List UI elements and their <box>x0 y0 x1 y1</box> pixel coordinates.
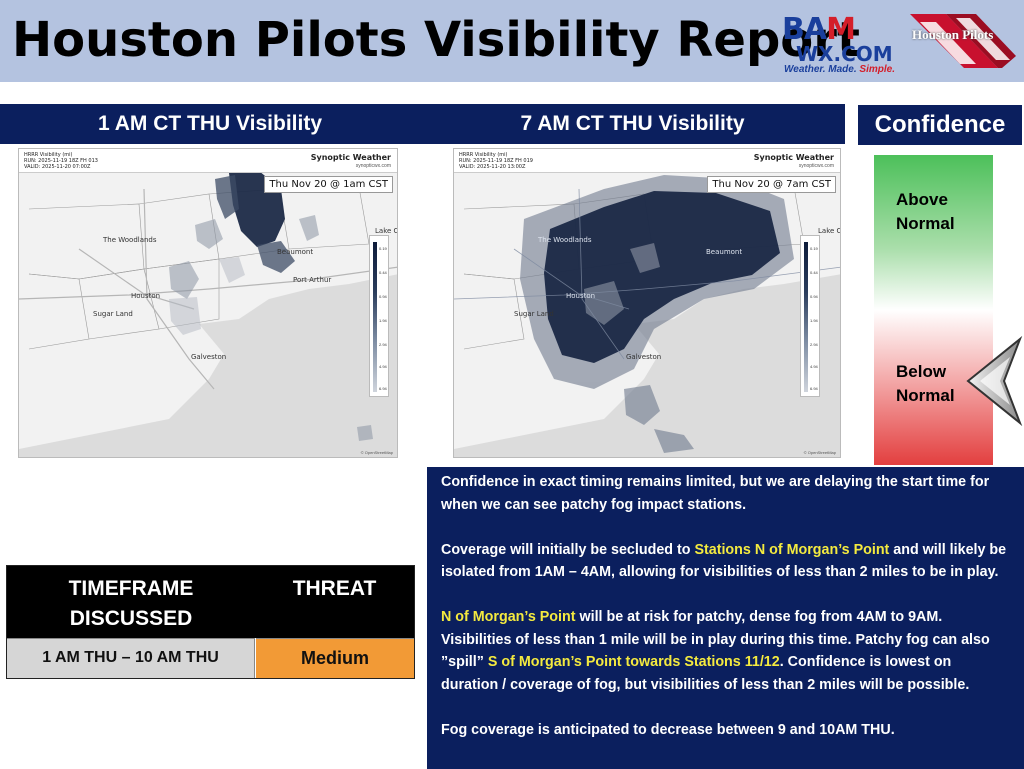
legend-label: 0.94 <box>379 294 387 299</box>
map-7am-valid-time: Thu Nov 20 @ 7am CST <box>707 176 836 193</box>
houston-pilots-logo: Houston Pilots <box>906 8 1018 74</box>
legend-label: 6.94 <box>810 386 818 391</box>
synoptic-weather-brand: Synoptic Weather <box>753 153 834 162</box>
city-label: Beaumont <box>277 248 314 256</box>
synoptic-weather-url: synopticwx.com <box>355 163 391 169</box>
city-label: Sugar Land <box>514 310 554 318</box>
city-label: Lake C <box>818 227 841 235</box>
city-label: The Woodlands <box>103 236 157 244</box>
discussion-paragraph-4: Fog coverage is anticipated to decrease … <box>441 721 895 738</box>
map-1am-valid-time: Thu Nov 20 @ 1am CST <box>264 176 393 193</box>
legend-label: 6.94 <box>379 386 387 391</box>
map-1am-graphic <box>19 149 397 457</box>
bamwx-logo-main: BAM <box>782 12 856 47</box>
legend-label: 0.19 <box>810 246 818 251</box>
legend-label: 4.94 <box>379 364 387 369</box>
legend-color-bar <box>804 242 808 392</box>
map-credit: © OpenStreetMap <box>803 450 836 455</box>
confidence-pointer-arrow-icon <box>966 335 1023 427</box>
header-banner: Houston Pilots Visibility Report BAM WX.… <box>0 0 1024 82</box>
city-label: Lake C <box>375 227 398 235</box>
confidence-above-normal: Above Normal <box>896 190 955 233</box>
city-label: Port Arthur <box>293 276 332 284</box>
synoptic-weather-brand: Synoptic Weather <box>310 153 391 162</box>
legend-color-bar <box>373 242 377 392</box>
legend-label: 0.44 <box>379 270 387 275</box>
bamwx-logo-domain: WX.COM <box>796 42 893 66</box>
map-1am-meta: HRRR Visibility (mi) RUN: 2025-11-19 18Z… <box>24 152 98 170</box>
map-1am-legend: 0.19 0.44 0.94 1.94 2.94 4.94 6.94 <box>369 235 389 397</box>
houston-pilots-logo-text: Houston Pilots <box>912 27 994 42</box>
city-label: Beaumont <box>706 248 743 256</box>
map-7am-graphic <box>454 149 840 457</box>
map-credit: © OpenStreetMap <box>360 450 393 455</box>
map-7am-meta: HRRR Visibility (mi) RUN: 2025-11-19 18Z… <box>459 152 533 170</box>
city-label: Galveston <box>191 353 227 361</box>
visibility-map-7am: HRRR Visibility (mi) RUN: 2025-11-19 18Z… <box>453 148 841 458</box>
bamwx-logo-tagline: Weather. Made. Simple. <box>784 64 895 75</box>
synoptic-weather-url: synopticwx.com <box>798 163 834 169</box>
map-7am-legend: 0.19 0.44 0.94 1.94 2.94 4.94 6.94 <box>800 235 820 397</box>
legend-label: 1.94 <box>379 318 387 323</box>
discussion-paragraph-2: Coverage will initially be secluded to S… <box>441 541 1007 581</box>
legend-label: 2.94 <box>810 342 818 347</box>
city-label: Houston <box>131 292 161 300</box>
confidence-title: Confidence <box>858 105 1022 145</box>
confidence-gradient-bar <box>874 155 993 465</box>
header-threat: THREAT <box>292 577 377 600</box>
city-label: Sugar Land <box>93 310 133 318</box>
panel-title-1am: 1 AM CT THU Visibility <box>0 104 420 144</box>
page-title: Houston Pilots Visibility Report <box>12 12 860 68</box>
legend-label: 0.94 <box>810 294 818 299</box>
threat-table-header: TIMEFRAME DISCUSSED THREAT <box>7 566 414 638</box>
forecast-discussion: Confidence in exact timing remains limit… <box>427 467 1024 769</box>
visibility-map-1am: HRRR Visibility (mi) RUN: 2025-11-19 18Z… <box>18 148 398 458</box>
city-label: Houston <box>566 292 596 300</box>
legend-label: 4.94 <box>810 364 818 369</box>
legend-label: 0.19 <box>379 246 387 251</box>
map-1am-header: HRRR Visibility (mi) RUN: 2025-11-19 18Z… <box>19 149 397 173</box>
legend-label: 0.44 <box>810 270 818 275</box>
discussion-paragraph-3: N of Morgan’s Point will be at risk for … <box>441 609 990 693</box>
timeframe-cell: 1 AM THU – 10 AM THU <box>7 638 255 678</box>
houston-pilots-logo-mark <box>910 14 1016 68</box>
threat-table: TIMEFRAME DISCUSSED THREAT 1 AM THU – 10… <box>6 565 415 679</box>
city-label: The Woodlands <box>538 236 592 244</box>
discussion-paragraph-1: Confidence in exact timing remains limit… <box>441 474 990 513</box>
panel-title-7am: 7 AM CT THU Visibility <box>420 104 845 144</box>
header-timeframe-discussed: TIMEFRAME DISCUSSED <box>68 577 194 630</box>
bamwx-logo: BAM WX.COM Weather. Made. Simple. <box>782 10 904 76</box>
confidence-below-normal: Below Normal <box>896 362 955 405</box>
header-divider <box>0 82 1024 85</box>
city-label: Galveston <box>626 353 662 361</box>
legend-label: 2.94 <box>379 342 387 347</box>
legend-label: 1.94 <box>810 318 818 323</box>
map-7am-header: HRRR Visibility (mi) RUN: 2025-11-19 18Z… <box>454 149 840 173</box>
threat-level-cell: Medium <box>256 638 414 678</box>
